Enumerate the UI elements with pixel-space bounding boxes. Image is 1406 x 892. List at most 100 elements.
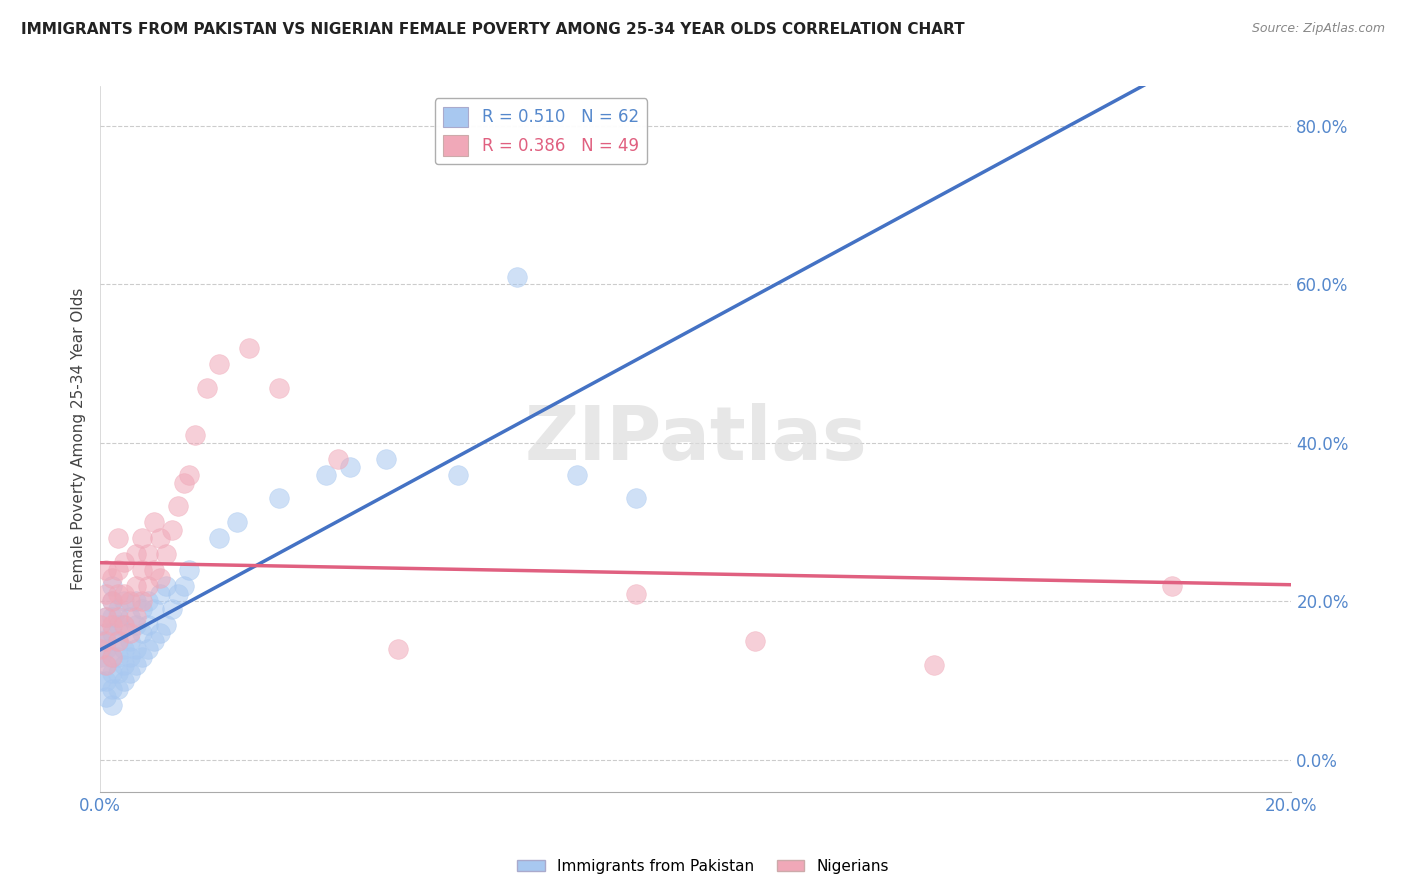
Point — [339, 459, 361, 474]
Point — [1161, 579, 1184, 593]
Point — [136, 547, 159, 561]
Legend: Immigrants from Pakistan, Nigerians: Immigrants from Pakistan, Nigerians — [510, 853, 896, 880]
Point — [89, 673, 111, 688]
Point — [94, 673, 117, 688]
Point — [118, 610, 141, 624]
Point — [155, 579, 177, 593]
Point — [101, 618, 124, 632]
Point — [142, 515, 165, 529]
Point — [922, 657, 945, 672]
Point — [94, 634, 117, 648]
Point — [125, 547, 148, 561]
Point — [136, 618, 159, 632]
Point — [101, 610, 124, 624]
Point — [136, 642, 159, 657]
Point — [208, 357, 231, 371]
Point — [179, 563, 201, 577]
Point — [101, 579, 124, 593]
Point — [179, 467, 201, 482]
Point — [125, 657, 148, 672]
Point — [89, 650, 111, 665]
Point — [131, 594, 153, 608]
Point — [107, 610, 129, 624]
Point — [107, 602, 129, 616]
Point — [173, 475, 195, 490]
Point — [89, 634, 111, 648]
Point — [142, 563, 165, 577]
Point — [131, 650, 153, 665]
Point — [107, 634, 129, 648]
Point — [118, 626, 141, 640]
Point — [155, 547, 177, 561]
Point — [166, 586, 188, 600]
Point — [160, 602, 183, 616]
Point — [101, 650, 124, 665]
Point — [107, 665, 129, 680]
Point — [118, 594, 141, 608]
Text: Source: ZipAtlas.com: Source: ZipAtlas.com — [1251, 22, 1385, 36]
Point — [94, 657, 117, 672]
Point — [136, 594, 159, 608]
Point — [626, 491, 648, 506]
Point — [94, 690, 117, 704]
Point — [101, 594, 124, 608]
Point — [107, 531, 129, 545]
Point — [226, 515, 249, 529]
Text: ZIPatlas: ZIPatlas — [524, 402, 868, 475]
Point — [101, 698, 124, 712]
Point — [184, 428, 207, 442]
Point — [107, 650, 129, 665]
Point — [112, 673, 135, 688]
Point — [149, 571, 172, 585]
Point — [101, 594, 124, 608]
Point — [112, 642, 135, 657]
Point — [267, 491, 290, 506]
Point — [94, 610, 117, 624]
Point — [142, 602, 165, 616]
Point — [315, 467, 337, 482]
Point — [375, 451, 398, 466]
Point — [267, 380, 290, 394]
Point — [565, 467, 588, 482]
Point — [744, 634, 766, 648]
Y-axis label: Female Poverty Among 25-34 Year Olds: Female Poverty Among 25-34 Year Olds — [72, 288, 86, 591]
Point — [238, 341, 260, 355]
Point — [107, 563, 129, 577]
Point — [626, 586, 648, 600]
Point — [149, 531, 172, 545]
Point — [112, 657, 135, 672]
Point — [101, 626, 124, 640]
Point — [125, 642, 148, 657]
Point — [112, 555, 135, 569]
Legend: R = 0.510   N = 62, R = 0.386   N = 49: R = 0.510 N = 62, R = 0.386 N = 49 — [434, 98, 647, 164]
Point — [125, 610, 148, 624]
Point — [101, 681, 124, 696]
Point — [94, 610, 117, 624]
Point — [94, 563, 117, 577]
Point — [125, 618, 148, 632]
Point — [107, 618, 129, 632]
Point — [506, 269, 529, 284]
Point — [125, 579, 148, 593]
Point — [112, 618, 135, 632]
Point — [131, 602, 153, 616]
Point — [446, 467, 468, 482]
Point — [112, 594, 135, 608]
Point — [195, 380, 218, 394]
Text: IMMIGRANTS FROM PAKISTAN VS NIGERIAN FEMALE POVERTY AMONG 25-34 YEAR OLDS CORREL: IMMIGRANTS FROM PAKISTAN VS NIGERIAN FEM… — [21, 22, 965, 37]
Point — [112, 586, 135, 600]
Point — [131, 531, 153, 545]
Point — [94, 642, 117, 657]
Point — [149, 586, 172, 600]
Point — [142, 634, 165, 648]
Point — [101, 665, 124, 680]
Point — [118, 665, 141, 680]
Point — [107, 681, 129, 696]
Point — [131, 626, 153, 640]
Point — [94, 586, 117, 600]
Point — [118, 634, 141, 648]
Point — [107, 586, 129, 600]
Point — [94, 626, 117, 640]
Point — [173, 579, 195, 593]
Point — [387, 642, 409, 657]
